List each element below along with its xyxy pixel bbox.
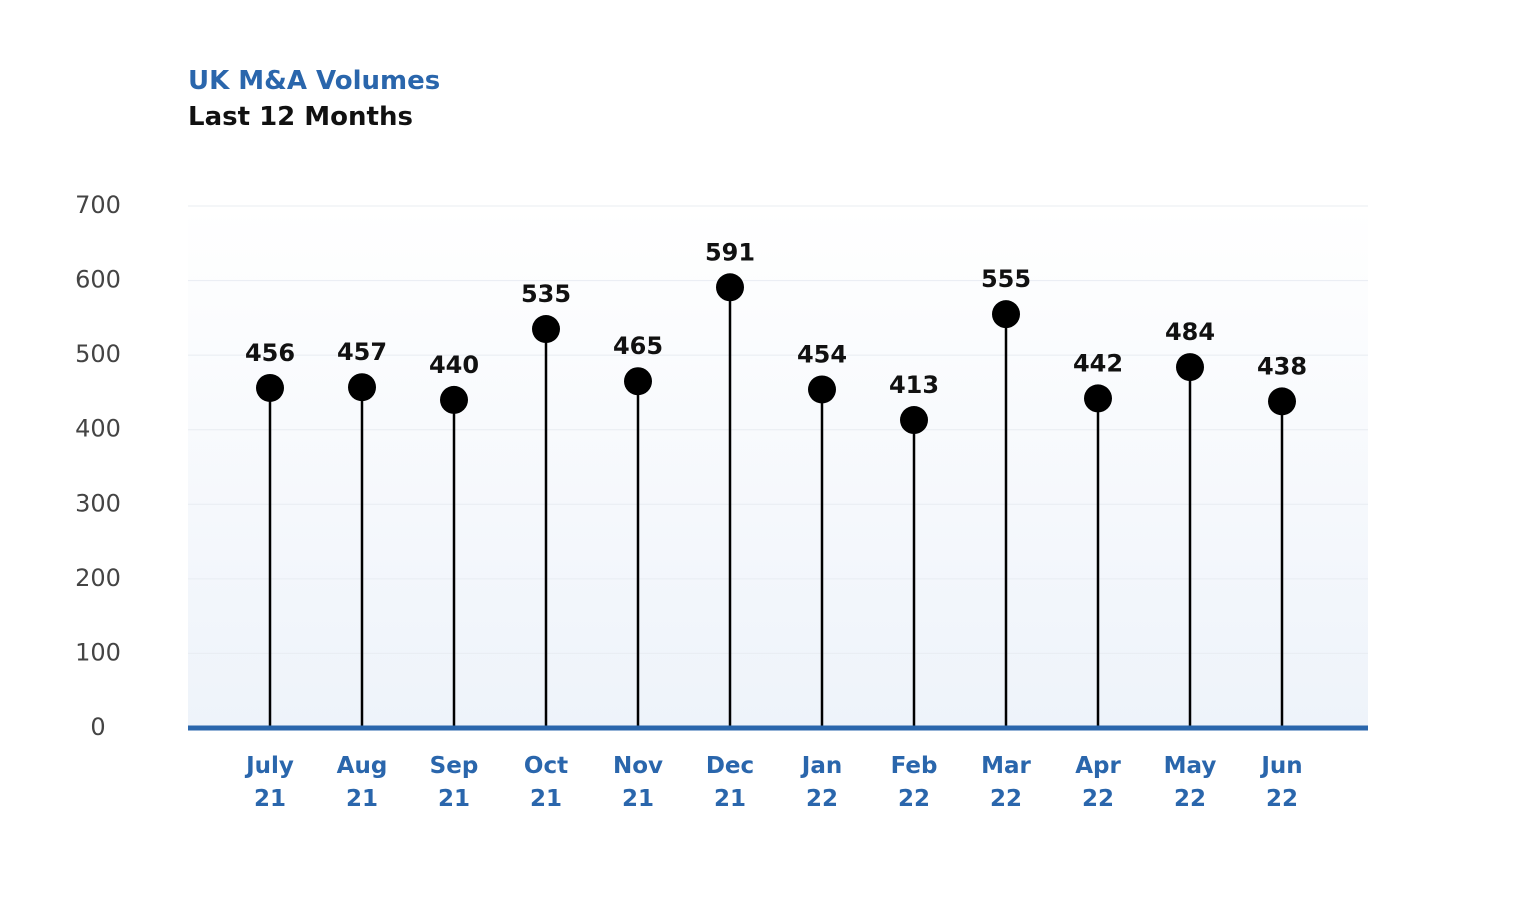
dot <box>624 367 652 396</box>
data-label: 484 <box>1165 318 1215 346</box>
x-tick-label: Apr 22 <box>1075 753 1121 812</box>
x-tick-label: Mar 22 <box>981 753 1031 812</box>
data-label: 413 <box>889 371 939 399</box>
data-label: 456 <box>245 339 295 367</box>
dot <box>1084 384 1112 413</box>
x-tick-label: Sep 21 <box>429 753 479 812</box>
data-label: 535 <box>521 280 571 308</box>
x-tick-label: Feb 22 <box>890 753 938 812</box>
data-label: 457 <box>337 338 387 366</box>
dot <box>900 406 928 435</box>
dot <box>440 385 468 414</box>
x-tick-label: Nov 21 <box>612 753 664 812</box>
x-tick-label: Dec 21 <box>705 753 755 812</box>
x-tick-label: July 21 <box>246 753 294 812</box>
y-tick-label: 100 <box>75 638 121 666</box>
data-label: 438 <box>1257 352 1307 380</box>
y-tick-label: 300 <box>75 489 121 517</box>
y-tick-label: 0 <box>90 713 105 741</box>
dot <box>348 373 376 402</box>
data-label: 465 <box>613 332 663 360</box>
chart-title: UK M&A Volumes <box>188 66 441 96</box>
chart-subtitle: Last 12 Months <box>188 102 413 132</box>
x-tick-label: Aug 21 <box>336 753 388 812</box>
dot <box>1268 387 1296 416</box>
data-label: 454 <box>797 340 847 368</box>
x-tick-label: Jan 22 <box>801 753 843 812</box>
y-tick-label: 400 <box>75 415 121 443</box>
data-label: 440 <box>429 351 479 379</box>
dot <box>808 375 836 404</box>
y-tick-label: 700 <box>75 191 121 219</box>
y-tick-label: 200 <box>75 564 121 592</box>
dot <box>716 273 744 302</box>
dot <box>256 373 284 402</box>
y-tick-label: 500 <box>75 340 121 368</box>
y-tick-label: 600 <box>75 266 121 294</box>
data-label: 442 <box>1073 349 1123 377</box>
dot <box>992 300 1020 329</box>
x-tick-label: Jun 22 <box>1261 753 1303 812</box>
data-label: 555 <box>981 265 1031 293</box>
x-tick-label: Oct 21 <box>523 753 569 812</box>
x-tick-label: May 22 <box>1163 753 1217 812</box>
data-label: 591 <box>705 238 755 266</box>
dot <box>532 315 560 344</box>
dot <box>1176 353 1204 382</box>
plot-area <box>188 206 1368 728</box>
